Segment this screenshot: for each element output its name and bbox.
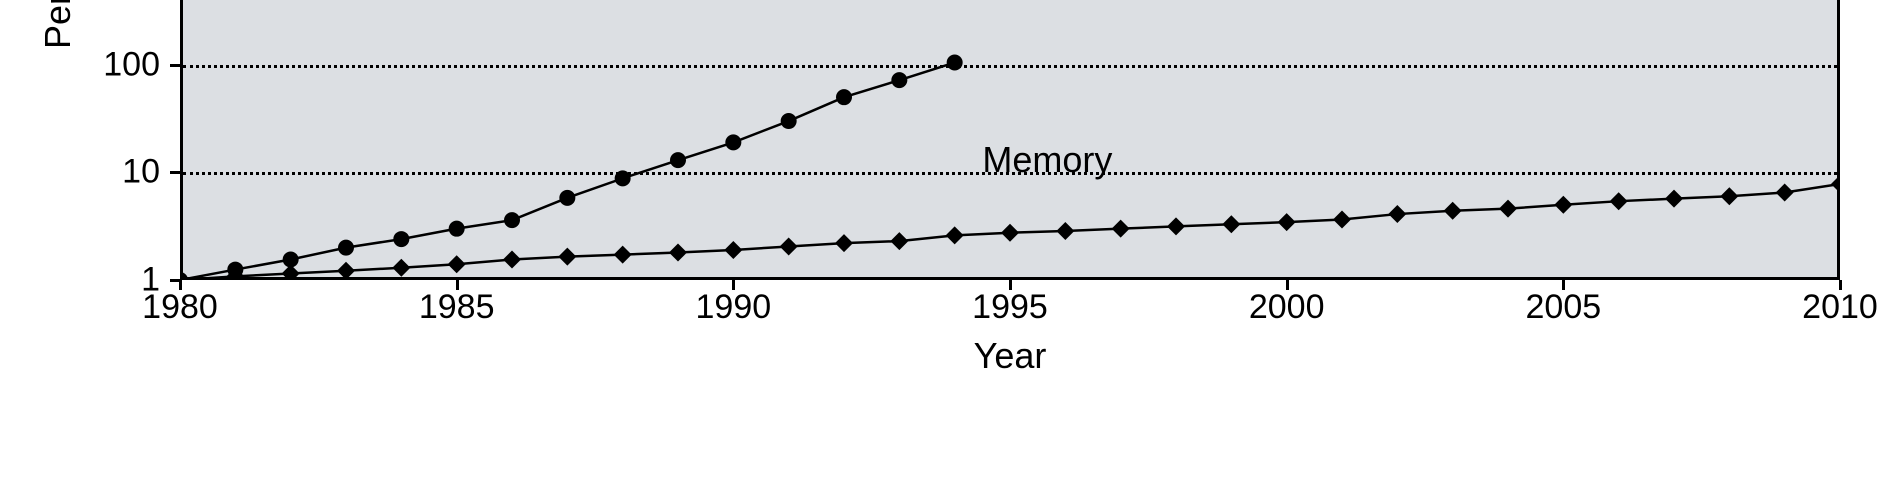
y-tick-label: 1 (0, 261, 160, 300)
marker-series-memory (1831, 175, 1849, 193)
marker-series-a (504, 212, 520, 228)
x-tick-label: 1995 (972, 288, 1048, 327)
marker-series-a (338, 240, 354, 256)
marker-series-memory (448, 255, 466, 273)
marker-series-memory (1167, 217, 1185, 235)
x-tick-mark (1009, 280, 1012, 290)
marker-series-memory (1610, 192, 1628, 210)
marker-series-memory (1056, 222, 1074, 240)
x-tick-label: 2000 (1249, 288, 1325, 327)
marker-series-memory (282, 264, 300, 282)
x-axis-label: Year (974, 335, 1047, 377)
marker-series-memory (337, 262, 355, 280)
marker-series-a (559, 190, 575, 206)
marker-series-memory (946, 226, 964, 244)
x-tick-label: 2005 (1526, 288, 1602, 327)
marker-series-memory (1001, 224, 1019, 242)
x-tick-mark (1286, 280, 1289, 290)
marker-series-memory (1278, 213, 1296, 231)
marker-series-memory (835, 234, 853, 252)
marker-series-memory (780, 237, 798, 255)
x-tick-label: 1980 (142, 288, 218, 327)
marker-series-a (836, 89, 852, 105)
x-tick-mark (1839, 280, 1842, 290)
marker-series-memory (1665, 190, 1683, 208)
marker-series-memory (669, 244, 687, 262)
x-tick-mark (732, 280, 735, 290)
marker-series-memory (724, 241, 742, 259)
x-tick-mark (1562, 280, 1565, 290)
marker-series-memory (1554, 196, 1572, 214)
y-tick-label: 100 (0, 45, 160, 84)
marker-series-memory (392, 259, 410, 277)
marker-series-memory (503, 251, 521, 269)
marker-series-memory (1388, 205, 1406, 223)
marker-series-a (947, 55, 963, 71)
marker-series-memory (1776, 184, 1794, 202)
marker-series-memory (1720, 187, 1738, 205)
marker-series-memory (1112, 220, 1130, 238)
y-tick-label: 10 (0, 153, 160, 192)
marker-series-a (781, 113, 797, 129)
x-tick-label: 1990 (696, 288, 772, 327)
marker-series-memory (890, 232, 908, 250)
marker-series-a (393, 231, 409, 247)
marker-series-a (725, 134, 741, 150)
x-tick-mark (456, 280, 459, 290)
annotation-label: Memory (982, 139, 1112, 181)
x-tick-label: 1985 (419, 288, 495, 327)
chart-svg (0, 0, 1883, 504)
marker-series-memory (614, 246, 632, 264)
marker-series-memory (558, 248, 576, 266)
marker-series-memory (1333, 210, 1351, 228)
marker-series-memory (1222, 215, 1240, 233)
marker-series-a (670, 152, 686, 168)
x-tick-mark (179, 280, 182, 290)
y-tick-mark (170, 64, 180, 67)
y-tick-mark (170, 171, 180, 174)
marker-series-a (891, 72, 907, 88)
x-tick-label: 2010 (1802, 288, 1878, 327)
marker-series-a (449, 221, 465, 237)
marker-series-memory (1444, 202, 1462, 220)
marker-series-memory (1499, 200, 1517, 218)
y-axis-label: Per (37, 0, 79, 49)
marker-series-a (615, 170, 631, 186)
